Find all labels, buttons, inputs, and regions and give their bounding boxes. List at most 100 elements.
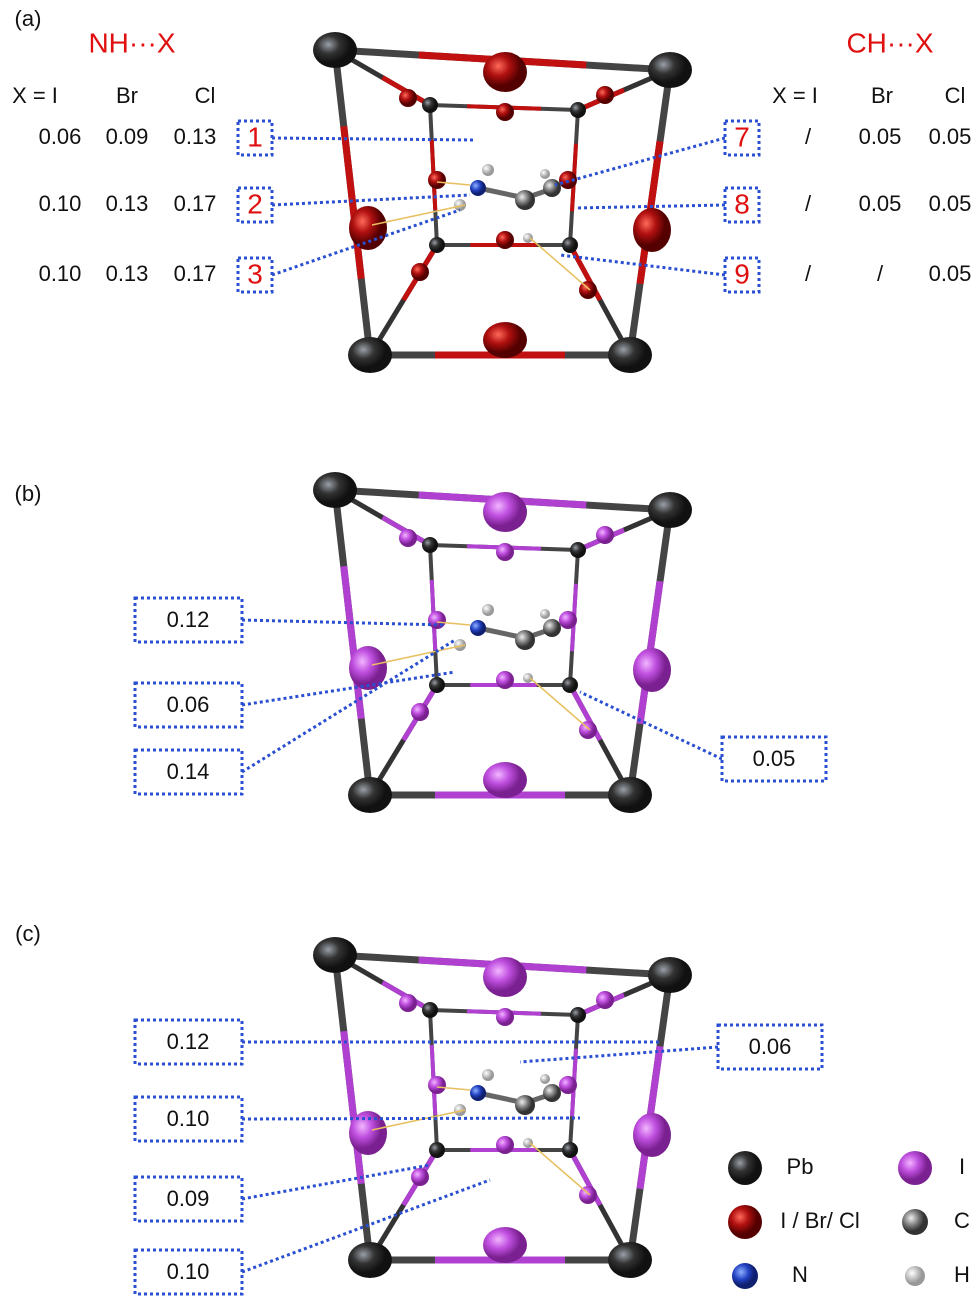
label: I / Br/ Cl	[780, 1208, 859, 1233]
halide-atom	[496, 1008, 514, 1026]
pb-atom	[608, 337, 652, 373]
label: 1	[247, 121, 263, 152]
pb-atom	[348, 1242, 392, 1278]
molecule-atom	[543, 619, 561, 637]
pb-atom	[570, 102, 586, 118]
halide-atom	[579, 1186, 597, 1204]
label: /	[805, 191, 812, 216]
label-box	[133, 681, 244, 729]
legend-swatch	[898, 1151, 932, 1185]
halide-atom	[579, 281, 597, 299]
label: 3	[247, 258, 263, 289]
label: 7	[734, 121, 750, 152]
label: CH···X	[846, 27, 933, 58]
label: (a)	[15, 6, 42, 31]
pb-atom	[562, 677, 578, 693]
leader-line	[519, 1045, 719, 1064]
halide-atom	[496, 1136, 514, 1154]
bond	[340, 1030, 365, 1185]
molecule-atom	[515, 630, 535, 650]
cage	[313, 32, 692, 373]
pb-atom	[429, 1142, 445, 1158]
label: Cl	[195, 83, 216, 108]
halide-atom	[633, 648, 671, 692]
leader-line	[579, 690, 723, 761]
label-box	[133, 748, 244, 796]
label: 0.13	[174, 124, 217, 149]
halide-atom	[496, 671, 514, 689]
molecule-atom	[454, 639, 466, 651]
label: NH···X	[88, 27, 175, 58]
pb-atom	[648, 492, 692, 528]
label: /	[877, 261, 884, 286]
halide-atom	[559, 1076, 577, 1094]
label-box	[723, 256, 761, 294]
label: 0.05	[753, 746, 796, 771]
halide-atom	[411, 263, 429, 281]
hydrogen-bond	[436, 1086, 471, 1091]
label: X = I	[772, 83, 818, 108]
bond	[340, 565, 365, 720]
molecule-atom	[454, 1104, 466, 1116]
hydrogen-bond	[371, 1109, 466, 1131]
molecule-atom	[523, 673, 533, 683]
label-box	[133, 1175, 244, 1223]
label: 0.12	[167, 1029, 210, 1054]
pb-atom	[422, 1002, 438, 1018]
label: 0.10	[167, 1259, 210, 1284]
label-box	[720, 735, 828, 783]
legend-swatch	[728, 1205, 762, 1239]
label: 0.05	[929, 124, 972, 149]
pb-atom	[348, 337, 392, 373]
halide-atom	[579, 721, 597, 739]
label-box	[723, 186, 761, 224]
pb-atom	[313, 472, 357, 508]
label: Br	[116, 83, 138, 108]
hydrogen-bond	[371, 204, 466, 226]
leader-line	[241, 1116, 581, 1121]
label: 0.06	[749, 1034, 792, 1059]
halide-atom	[596, 86, 614, 104]
pb-atom	[608, 777, 652, 813]
hydrogen-bond	[529, 1142, 591, 1196]
halide-atom	[349, 206, 387, 250]
pb-atom	[570, 1007, 586, 1023]
halide-atom	[483, 492, 527, 532]
halide-atom	[596, 991, 614, 1009]
pb-atom	[648, 957, 692, 993]
label: 0.13	[106, 261, 149, 286]
molecule-atom	[470, 620, 486, 636]
label: /	[805, 124, 812, 149]
pb-atom	[313, 32, 357, 68]
pb-atom	[608, 1242, 652, 1278]
leader-line	[241, 1178, 491, 1274]
label: Cl	[945, 83, 966, 108]
molecule-atom	[482, 1069, 494, 1081]
label-box	[716, 1023, 824, 1071]
pb-atom	[570, 542, 586, 558]
pb-atom	[429, 677, 445, 693]
halide-atom	[349, 646, 387, 690]
pb-atom	[348, 777, 392, 813]
halide-atom	[496, 231, 514, 249]
halide-atom	[483, 1227, 527, 1263]
label-box	[236, 119, 274, 157]
label: 0.05	[859, 124, 902, 149]
halide-atom	[496, 103, 514, 121]
molecule-atom	[540, 169, 550, 179]
pb-atom	[422, 537, 438, 553]
halide-atom	[399, 529, 417, 547]
label: 2	[247, 188, 263, 219]
halide-atom	[411, 703, 429, 721]
halide-atom	[399, 89, 417, 107]
label: 0.12	[167, 607, 210, 632]
halide-atom	[559, 611, 577, 629]
label-box	[236, 256, 274, 294]
leader-line	[271, 193, 471, 207]
label: 0.10	[39, 261, 82, 286]
label: X = I	[12, 83, 58, 108]
molecule-atom	[482, 604, 494, 616]
legend-swatch	[902, 1209, 928, 1235]
leader-line	[559, 253, 726, 277]
